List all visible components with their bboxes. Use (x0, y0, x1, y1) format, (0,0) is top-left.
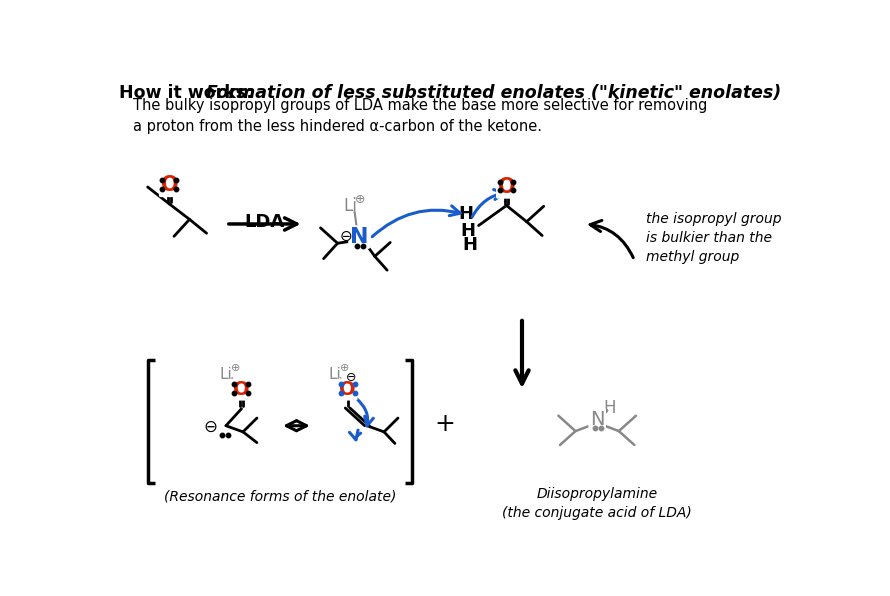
Text: H: H (458, 205, 473, 223)
Text: O: O (160, 175, 178, 195)
Text: H: H (603, 399, 616, 417)
Text: ⊖: ⊖ (340, 229, 352, 244)
Text: Formation of less substituted enolates ("kinetic" enolates): Formation of less substituted enolates (… (206, 84, 781, 102)
Text: ⊕: ⊕ (355, 193, 365, 206)
Text: LDA: LDA (245, 213, 285, 231)
Text: Li: Li (220, 367, 232, 381)
Text: H: H (460, 222, 475, 240)
Text: +: + (434, 412, 455, 436)
Text: O: O (339, 380, 356, 399)
Text: ⊕: ⊕ (231, 363, 240, 373)
Text: H: H (463, 236, 478, 254)
Text: Li: Li (343, 197, 357, 215)
Text: N: N (590, 410, 604, 429)
Text: O: O (498, 177, 515, 197)
Text: O: O (233, 380, 250, 399)
Text: the isopropyl group
is bulkier than the
methyl group: the isopropyl group is bulkier than the … (646, 212, 781, 263)
Text: How it works:: How it works: (119, 84, 259, 102)
Text: (Resonance forms of the enolate): (Resonance forms of the enolate) (164, 490, 396, 504)
Text: Diisopropylamine
(the conjugate acid of LDA): Diisopropylamine (the conjugate acid of … (502, 488, 692, 520)
Text: ⊖: ⊖ (204, 418, 217, 436)
Text: The bulky isopropyl groups of LDA make the base more selective for removing
a pr: The bulky isopropyl groups of LDA make t… (133, 98, 708, 134)
Text: N: N (350, 227, 368, 247)
Text: Li: Li (328, 367, 341, 381)
Text: ⊖: ⊖ (345, 371, 356, 384)
Text: ⊕: ⊕ (340, 363, 349, 373)
